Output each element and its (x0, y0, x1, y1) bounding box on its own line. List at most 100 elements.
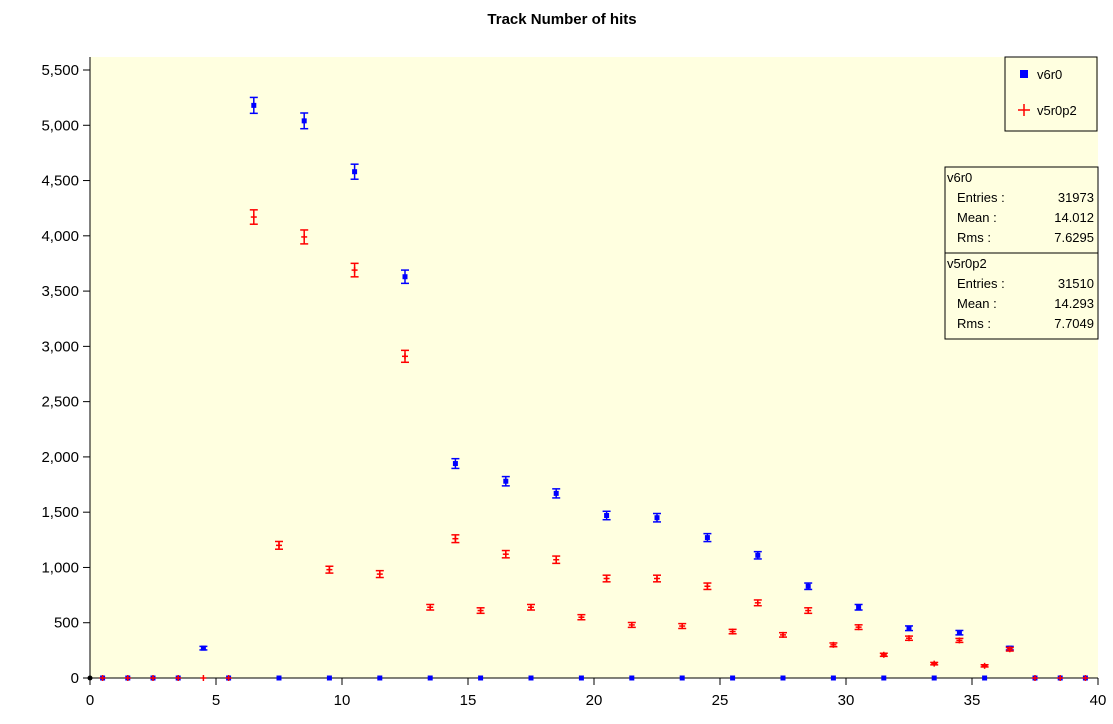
data-point (552, 488, 561, 499)
data-point (854, 603, 863, 611)
y-tick-label: 1,500 (41, 504, 79, 521)
stats-title: v5r0p2 (947, 256, 987, 271)
marker (276, 675, 282, 681)
data-point (476, 607, 485, 615)
x-tick-label: 5 (212, 692, 220, 709)
data-point (779, 631, 787, 638)
data-point (326, 675, 332, 681)
stats-label: Entries : (957, 276, 1005, 291)
data-point (527, 603, 535, 611)
data-point (578, 675, 584, 681)
marker (402, 274, 408, 280)
marker (956, 630, 962, 636)
marker (906, 625, 912, 631)
stats-value: 31973 (1058, 190, 1094, 205)
stats-label: Mean : (957, 210, 997, 225)
data-point (955, 629, 964, 636)
stats-value: 31510 (1058, 276, 1094, 291)
marker (251, 102, 257, 108)
marker (730, 675, 736, 681)
data-point (478, 675, 484, 681)
marker (352, 169, 358, 175)
data-point (427, 675, 433, 681)
data-point (703, 532, 712, 543)
data-point (249, 209, 258, 225)
data-point (275, 540, 283, 550)
data-point (451, 534, 460, 544)
data-point (804, 607, 813, 615)
data-point (980, 662, 989, 669)
marker (931, 675, 937, 681)
data-point (501, 549, 510, 559)
y-tick-label: 2,000 (41, 449, 79, 466)
marker (528, 675, 534, 681)
data-point (653, 574, 661, 583)
x-tick-label: 0 (86, 692, 94, 709)
legend-box (1004, 56, 1098, 132)
stats-label: Mean : (957, 296, 997, 311)
legend-marker (1020, 70, 1028, 78)
data-point (350, 163, 359, 180)
marker (780, 675, 786, 681)
stats-box (944, 252, 1099, 340)
data-point (879, 651, 888, 658)
x-tick-label: 30 (838, 692, 855, 709)
data-point (577, 613, 586, 621)
marker (856, 604, 862, 610)
marker (704, 535, 710, 541)
data-point (377, 675, 383, 681)
data-point (501, 475, 510, 487)
data-point (124, 675, 131, 681)
data-point (905, 625, 913, 632)
data-point (199, 645, 208, 651)
data-point (99, 675, 106, 681)
y-tick-label: 5,000 (41, 117, 79, 134)
legend-item: v6r0 (1020, 67, 1062, 82)
marker (452, 461, 458, 467)
data-point (300, 229, 309, 245)
data-point (426, 603, 435, 611)
data-point (753, 599, 762, 607)
y-tick-label: 5,500 (41, 62, 79, 79)
stats-label: Rms : (957, 230, 991, 245)
x-tick-label: 15 (460, 692, 477, 709)
stats-box-v5r0p2: v5r0p2 Entries : 31510 Mean : 14.293 Rms : 7.7… (944, 252, 1099, 340)
legend-label: v5r0p2 (1037, 103, 1077, 118)
marker (982, 675, 988, 681)
x-tick-label: 40 (1090, 692, 1107, 709)
x-tick-label: 25 (712, 692, 729, 709)
stats-value: 14.293 (1054, 296, 1094, 311)
marker (427, 675, 433, 681)
data-point (653, 512, 661, 523)
marker (679, 675, 685, 681)
marker (553, 490, 559, 496)
x-tick-label: 10 (334, 692, 351, 709)
data-point (931, 675, 937, 681)
stats-box (944, 166, 1099, 254)
data-point (375, 569, 384, 579)
legend: v6r0 v5r0p2 (1004, 56, 1098, 132)
data-point (451, 457, 460, 470)
y-tick-label: 4,500 (41, 173, 79, 190)
stats-title: v6r0 (947, 170, 972, 185)
data-point (602, 574, 611, 583)
legend-label: v6r0 (1037, 67, 1062, 82)
data-point (627, 621, 636, 629)
data-point (401, 349, 409, 364)
data-point (1005, 646, 1014, 653)
marker (604, 512, 610, 518)
data-point (829, 641, 838, 648)
data-point (401, 269, 409, 285)
marker (830, 675, 836, 681)
plot-area (90, 57, 1098, 678)
chart-title: Track Number of hits (487, 11, 636, 28)
data-point (955, 637, 964, 644)
stats-value: 7.7049 (1054, 316, 1094, 331)
data-point (854, 624, 863, 631)
data-point (982, 675, 988, 681)
data-point (300, 112, 309, 130)
stats-value: 7.6295 (1054, 230, 1094, 245)
x-tick-label: 20 (586, 692, 603, 709)
legend-item: v5r0p2 (1018, 103, 1077, 118)
